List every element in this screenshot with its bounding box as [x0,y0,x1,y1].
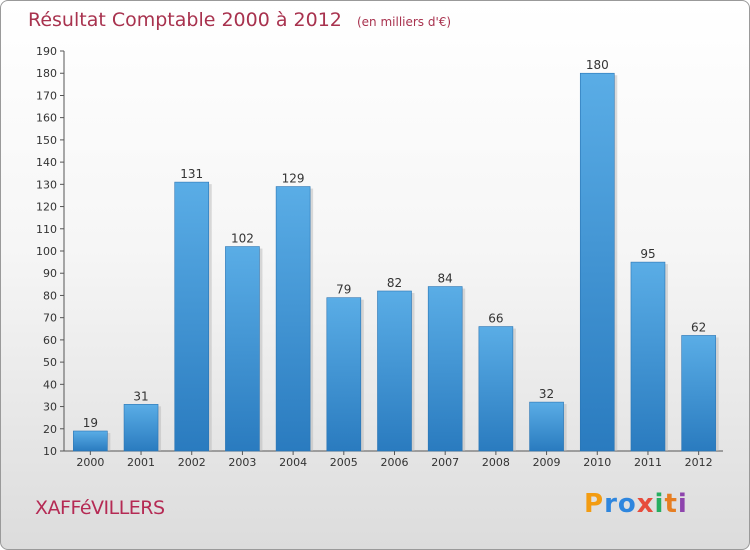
y-tick-label: 160 [36,112,57,125]
bar-2008 [478,326,514,452]
y-tick-label: 120 [36,201,57,214]
value-label-2009: 32 [539,387,554,401]
chart-subtitle: (en milliers d'€) [356,15,452,29]
bar-2012 [681,335,716,452]
bar-2001 [123,404,159,452]
value-label-2003: 102 [231,232,254,246]
bar-2010 [579,72,615,452]
value-label-2010: 180 [586,58,609,72]
y-tick-label: 130 [36,178,57,191]
brand-letter: x [636,489,655,519]
brand-letter: i [677,489,688,519]
y-tick-label: 90 [43,267,57,280]
brand-logo: Proxiti [584,489,688,519]
y-tick-label: 10 [43,445,57,458]
y-tick-label: 60 [43,334,57,347]
x-tick-label-2000: 2000 [76,456,104,469]
brand-letter: P [584,489,605,519]
value-label-2001: 31 [133,389,148,403]
bar-2006 [377,290,412,452]
x-tick-label-2008: 2008 [482,456,510,469]
bar-2003 [225,246,260,452]
x-tick-label-2004: 2004 [279,456,307,469]
x-tick-label-2003: 2003 [228,456,256,469]
y-tick-label: 170 [36,89,57,102]
chart-title: Résultat Comptable 2000 à 2012 [28,9,342,31]
bar-2011 [630,261,666,452]
y-tick-label: 190 [36,45,57,58]
y-tick-label: 180 [36,67,57,80]
y-tick-label: 40 [43,378,57,391]
brand-letter: i [654,489,665,519]
bar-2009 [529,401,564,452]
x-tick-label-2011: 2011 [634,456,662,469]
x-tick-label-2007: 2007 [431,456,459,469]
bar-2000 [73,430,108,452]
commune-name: XAFFéVILLERS [35,497,165,519]
brand-letter: o [617,489,637,519]
y-tick-label: 30 [43,401,57,414]
bar-2007 [427,286,463,452]
value-label-2005: 79 [336,283,351,297]
value-label-2008: 66 [488,312,503,326]
title-line: Résultat Comptable 2000 à 2012 (en milli… [28,9,451,31]
brand-letter: t [664,489,678,519]
x-tick-label-2006: 2006 [381,456,409,469]
y-tick-label: 140 [36,156,57,169]
x-tick-label-2012: 2012 [685,456,713,469]
y-tick-label: 110 [36,223,57,236]
value-label-2006: 82 [387,276,402,290]
value-label-2000: 19 [83,416,98,430]
bar-2005 [326,297,362,452]
y-tick-label: 100 [36,245,57,258]
y-tick-label: 70 [43,312,57,325]
value-label-2004: 129 [282,172,305,186]
brand-letter: r [604,489,618,519]
bars: 19 31 131 102 129 79 82 84 66 32 180 95 62 [73,58,719,452]
bar-2002 [174,181,210,452]
bar-2004 [275,186,311,452]
y-tick-label: 150 [36,134,57,147]
value-label-2012: 62 [691,320,706,334]
y-tick-label: 20 [43,423,57,436]
x-tick-label-2001: 2001 [127,456,155,469]
x-tick-label-2009: 2009 [533,456,561,469]
y-tick-label: 50 [43,356,57,369]
x-tick-label-2002: 2002 [178,456,206,469]
x-tick-label-2005: 2005 [330,456,358,469]
y-tick-label: 80 [43,289,57,302]
value-label-2002: 131 [180,167,203,181]
value-label-2011: 95 [640,247,655,261]
value-label-2007: 84 [438,272,453,286]
x-tick-label-2010: 2010 [583,456,611,469]
